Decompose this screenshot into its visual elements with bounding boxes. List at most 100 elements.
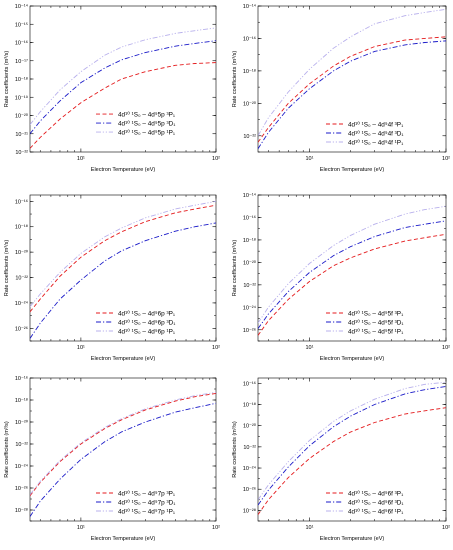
chart-panel-3: 10¹ 10² 10⁻²⁶ 10⁻²⁴ 10⁻²² 10⁻²⁰ 10⁻¹⁸ 10⁻¹⁶ Elec… — [4, 194, 220, 362]
y-tick-label: 10⁻¹⁸ — [15, 76, 28, 83]
series-line-1 — [258, 407, 446, 515]
series-line-2 — [30, 40, 216, 135]
legend-entry: 4d¹⁰ ¹S₀ – 4d⁹7p ³D₁ — [118, 499, 175, 506]
y-tick-label: 10⁻²¹ — [15, 132, 28, 138]
y-tick-label: 10⁻¹⁴ — [243, 3, 257, 10]
x-tick-label: 10¹ — [305, 156, 313, 162]
y-tick-label: 10⁻¹⁶ — [15, 375, 28, 382]
series-line-1 — [30, 204, 216, 313]
legend-entry: 4d¹⁰ ¹S₀ – 4d⁹6p ³D₁ — [118, 319, 175, 326]
y-tick-label: 10⁻¹⁶ — [15, 198, 28, 205]
x-tick-label: 10² — [212, 525, 220, 531]
series-line-2 — [30, 402, 216, 517]
y-tick-label: 10⁻²⁰ — [15, 419, 29, 426]
legend-entry: 4d¹⁰ ¹S₀ – 4d⁹7p ¹P₁ — [118, 508, 175, 515]
x-tick-label: 10² — [212, 345, 220, 351]
series-line-1 — [30, 392, 216, 496]
y-tick-label: 10⁻²⁸ — [15, 507, 28, 514]
x-axis-label: Electron Temperature (eV) — [91, 536, 156, 542]
y-tick-label: 10⁻¹⁶ — [243, 35, 256, 42]
series-line-2 — [30, 222, 216, 339]
x-tick-label: 10¹ — [305, 525, 313, 531]
x-tick-label: 10² — [442, 345, 450, 351]
legend-entry: 4d¹⁰ ¹S₀ – 4d⁹6f ³D₁ — [348, 499, 404, 506]
x-tick-label: 10¹ — [77, 525, 85, 531]
series-line-2 — [258, 40, 446, 150]
y-tick-label: 10⁻¹⁸ — [243, 237, 256, 244]
series-line-1 — [258, 233, 446, 336]
y-tick-label: 10⁻²⁰ — [243, 259, 257, 266]
y-tick-label: 10⁻¹⁹ — [15, 94, 28, 101]
x-tick-label: 10² — [442, 156, 450, 162]
x-tick-label: 10² — [212, 156, 220, 162]
series-line-1 — [258, 36, 446, 143]
plot-frame — [257, 5, 447, 153]
y-tick-label: 10⁻¹⁸ — [243, 401, 256, 408]
series-line-3 — [30, 391, 216, 495]
series-line-3 — [258, 205, 446, 324]
series-line-2 — [258, 386, 446, 506]
series-line-1 — [30, 62, 216, 149]
y-tick-label: 10⁻¹⁸ — [243, 68, 256, 75]
y-tick-label: 10⁻¹⁶ — [243, 380, 256, 387]
plot-frame — [257, 377, 447, 522]
chart-panel-5: 10¹ 10² 10⁻²⁸ 10⁻²⁶ 10⁻²⁴ 10⁻²² 10⁻²⁰ 10⁻¹⁸ 10⁻¹… — [4, 375, 220, 542]
y-axis-label: Rate coefficients (m³/s) — [232, 421, 238, 478]
x-axis-label: Electron Temperature (eV) — [91, 167, 156, 173]
x-tick-label: 10¹ — [305, 345, 313, 351]
y-tick-label: 10⁻²⁶ — [243, 327, 256, 334]
y-tick-label: 10⁻¹⁵ — [15, 21, 28, 28]
plot-frame — [257, 194, 447, 342]
y-tick-label: 10⁻¹⁷ — [15, 58, 28, 65]
legend-entry: 4d¹⁰ ¹S₀ – 4d⁹7p ³P₁ — [118, 490, 175, 497]
y-tick-label: 10⁻¹⁸ — [15, 397, 28, 404]
series-line-3 — [258, 381, 446, 501]
plot-frame — [29, 377, 217, 522]
y-tick-label: 10⁻²⁶ — [15, 485, 28, 492]
x-axis-label: Electron Temperature (eV) — [320, 356, 385, 362]
series-line-3 — [30, 200, 216, 308]
chart-panel-2: 10¹ 10² 10⁻²² 10⁻²⁰ 10⁻¹⁸ 10⁻¹⁶ 10⁻¹⁴ Electron … — [232, 3, 450, 173]
x-axis-label: Electron Temperature (eV) — [320, 536, 385, 542]
plot-frame — [29, 194, 217, 342]
y-tick-label: 10⁻²² — [15, 150, 28, 156]
x-axis-label: Electron Temperature (eV) — [91, 356, 156, 362]
legend-entry: 4d¹⁰ ¹S₀ – 4d⁹5f ¹P₁ — [348, 328, 403, 335]
y-tick-label: 10⁻¹⁶ — [15, 40, 28, 47]
x-tick-label: 10¹ — [77, 345, 85, 351]
series-line-3 — [258, 8, 446, 137]
legend-entry: 4d¹⁰ ¹S₀ – 4d⁹4f ³P₁ — [348, 121, 403, 128]
y-tick-label: 10⁻²⁴ — [15, 300, 29, 307]
y-tick-label: 10⁻²² — [243, 283, 256, 289]
y-tick-label: 10⁻¹⁴ — [15, 3, 29, 10]
legend-entry: 4d¹⁰ ¹S₀ – 4d⁹5p ³P₁ — [118, 111, 175, 118]
y-tick-label: 10⁻²⁰ — [243, 423, 257, 430]
y-tick-label: 10⁻²⁴ — [15, 463, 29, 470]
chart-panel-4: 10¹ 10² 10⁻²⁶ 10⁻²⁴ 10⁻²² 10⁻²⁰ 10⁻¹⁸ 10⁻¹⁶ 10⁻¹… — [232, 192, 450, 362]
x-axis-label: Electron Temperature (eV) — [320, 167, 385, 173]
y-tick-label: 10⁻²⁰ — [15, 249, 29, 256]
y-tick-label: 10⁻²⁶ — [15, 325, 28, 332]
y-tick-label: 10⁻²² — [15, 442, 28, 448]
y-tick-label: 10⁻²² — [243, 134, 256, 140]
y-tick-label: 10⁻²⁴ — [243, 304, 257, 311]
y-tick-label: 10⁻²⁶ — [243, 486, 256, 493]
y-axis-label: Rate coefficients (m³/s) — [232, 240, 238, 297]
y-axis-label: Rate coefficients (m³/s) — [4, 240, 10, 297]
y-tick-label: 10⁻²² — [243, 445, 256, 451]
y-tick-label: 10⁻¹⁶ — [243, 214, 256, 221]
y-axis-label: Rate coefficients (m³/s) — [232, 51, 238, 108]
legend-entry: 4d¹⁰ ¹S₀ – 4d⁹6p ¹P₁ — [118, 328, 175, 335]
series-line-3 — [30, 27, 216, 125]
legend-entry: 4d¹⁰ ¹S₀ – 4d⁹6f ³P₁ — [348, 490, 403, 497]
legend-entry: 4d¹⁰ ¹S₀ – 4d⁹4f ³D₁ — [348, 130, 404, 137]
y-tick-label: 10⁻²⁸ — [243, 507, 256, 514]
x-tick-label: 10² — [442, 525, 450, 531]
legend-entry: 4d¹⁰ ¹S₀ – 4d⁹5f ³D₁ — [348, 319, 404, 326]
y-tick-label: 10⁻²⁴ — [243, 465, 257, 472]
y-axis-label: Rate coefficients (m³/s) — [4, 51, 10, 108]
x-tick-label: 10¹ — [77, 156, 85, 162]
y-tick-label: 10⁻¹⁴ — [243, 192, 257, 199]
y-tick-label: 10⁻²⁰ — [15, 113, 29, 120]
